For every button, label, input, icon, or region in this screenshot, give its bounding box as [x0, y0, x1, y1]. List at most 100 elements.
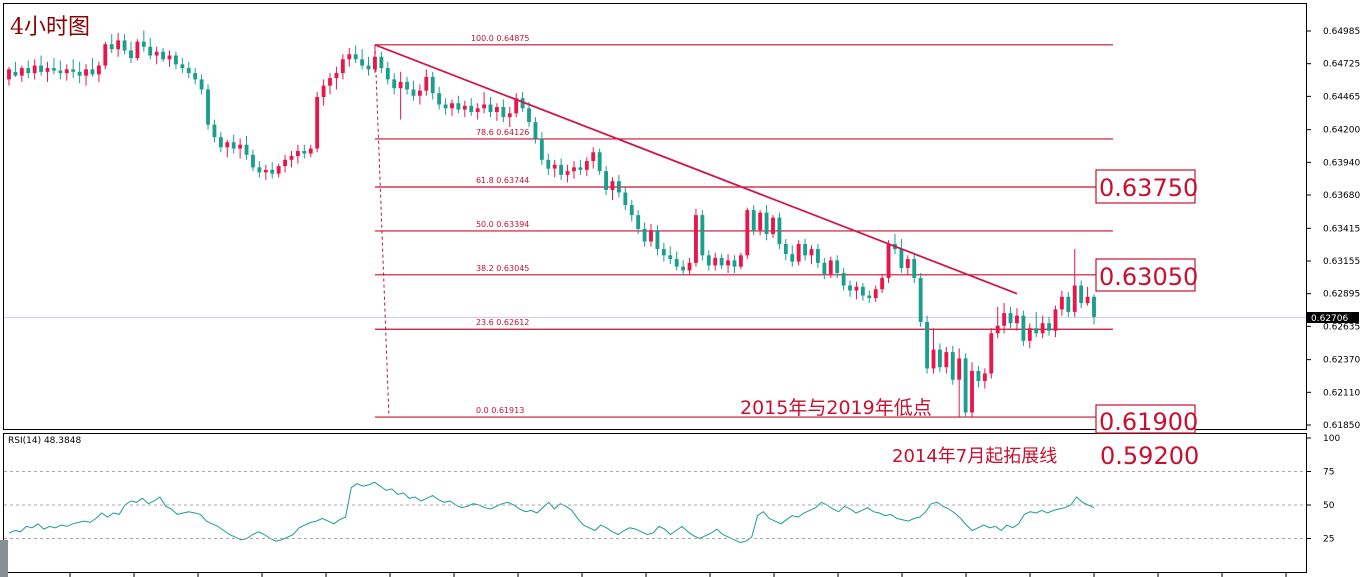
price-tick-label: 0.64465: [1323, 92, 1360, 102]
candle-body: [610, 181, 615, 190]
candle-body: [398, 81, 403, 89]
candle-body: [777, 217, 782, 245]
candle-body: [135, 41, 140, 59]
level-box-mid: [1095, 258, 1196, 292]
candle-body: [276, 166, 281, 174]
candle-body: [976, 370, 981, 382]
candle-body: [790, 254, 795, 262]
candle-body: [129, 50, 133, 59]
candle-body: [347, 54, 352, 60]
candle-body: [501, 107, 506, 118]
fib-level-label: 50.0 0.63394: [476, 220, 529, 229]
candle-body: [148, 46, 153, 56]
candle-body: [546, 159, 551, 169]
candle-body: [238, 144, 243, 149]
rsi-line: [8, 481, 1095, 544]
trendline-layer: [374, 43, 1018, 295]
level-box-mid-value: 0.63050: [1099, 263, 1198, 291]
price-tick-label: 0.64725: [1323, 60, 1360, 70]
candle-body: [764, 212, 769, 234]
price-tick-label: 0.64985: [1323, 27, 1360, 37]
level-box-top: [1095, 169, 1196, 204]
candle-body: [931, 349, 936, 369]
candle-body: [783, 244, 788, 255]
price-tick-label: 0.62110: [1323, 388, 1360, 398]
candle-body: [597, 152, 602, 172]
candle-body: [96, 65, 101, 75]
candle-body: [655, 230, 660, 250]
price-axis: 0.64985 0.64725 0.64465 0.64200 0.63940 0.636…: [4, 27, 1360, 431]
price-tick-label: 0.62635: [1323, 322, 1360, 332]
candle-body: [1079, 285, 1084, 304]
candle-body: [392, 79, 397, 89]
rsi-pane: [3, 433, 1307, 573]
candle-body: [173, 55, 178, 65]
candle-body: [283, 159, 287, 167]
rsi-tick-label: 50: [1323, 501, 1335, 511]
candle-body: [257, 167, 262, 173]
fib-level-label: 23.6 0.62612: [476, 318, 529, 327]
rsi-tick-label: 75: [1323, 468, 1334, 478]
candle-body: [694, 215, 698, 263]
rsi-tick-label: 100: [1323, 434, 1340, 444]
candle-body: [732, 260, 737, 267]
candle-body: [385, 68, 390, 80]
candle-body: [950, 352, 955, 380]
candle-body: [141, 41, 146, 47]
candle-body: [488, 104, 493, 113]
candle-body: [507, 113, 512, 118]
candle-body: [302, 151, 307, 154]
fib-level-label: 38.2 0.63045: [476, 264, 529, 273]
candle-body: [289, 156, 294, 160]
candle-body: [989, 333, 994, 374]
candle-body: [212, 124, 217, 138]
candle-body: [629, 205, 634, 216]
candle-body: [925, 321, 930, 369]
candle-body: [758, 212, 763, 231]
candle-body: [1008, 313, 1013, 324]
candle-body: [251, 154, 255, 168]
scroll-handle[interactable]: [0, 540, 8, 577]
candle-body: [533, 122, 538, 139]
candle-body: [937, 349, 942, 368]
candle-body: [360, 59, 365, 66]
candle-body: [366, 65, 371, 70]
candle-body: [430, 76, 435, 94]
candle-body: [681, 266, 686, 271]
candle-body: [860, 286, 865, 296]
candle-body: [340, 59, 345, 74]
fib-level-label: 0.0 0.61913: [476, 406, 524, 415]
candle-body: [591, 152, 596, 162]
candle-body: [578, 167, 583, 170]
candle-body: [26, 68, 31, 74]
candle-body: [873, 289, 878, 299]
candle-body: [912, 259, 917, 278]
candle-body: [835, 260, 840, 273]
candle-body: [154, 51, 159, 56]
candle-body: [751, 210, 756, 231]
candle-body: [700, 215, 705, 256]
candle-body: [456, 103, 461, 110]
candle-body: [206, 89, 210, 125]
candle-body: [636, 215, 641, 229]
fib-level-label: 100.0 0.64875: [471, 34, 530, 43]
candle-body: [353, 54, 358, 60]
candle-body: [809, 249, 814, 256]
candle-body: [64, 69, 69, 74]
candle-body: [231, 142, 236, 149]
candle-body: [482, 104, 487, 109]
candle-body: [816, 249, 820, 263]
candle-body: [193, 73, 198, 80]
candle-body: [848, 285, 852, 291]
candle-body: [103, 44, 108, 66]
price-tick-label: 0.63155: [1323, 257, 1360, 267]
candle-body: [405, 81, 409, 90]
candle-body: [854, 286, 859, 291]
candle-body: [841, 272, 846, 286]
candle-body: [218, 137, 223, 148]
candle-body: [109, 44, 114, 50]
rsi-label: RSI(14) 48.3848: [8, 436, 81, 446]
candle-body: [514, 98, 519, 114]
last-price-label: 0.62706: [1311, 314, 1348, 324]
fibonacci-retracement: 100.0 0.64875 78.6 0.64126 61.8 0.63744 50.…: [374, 34, 1113, 418]
